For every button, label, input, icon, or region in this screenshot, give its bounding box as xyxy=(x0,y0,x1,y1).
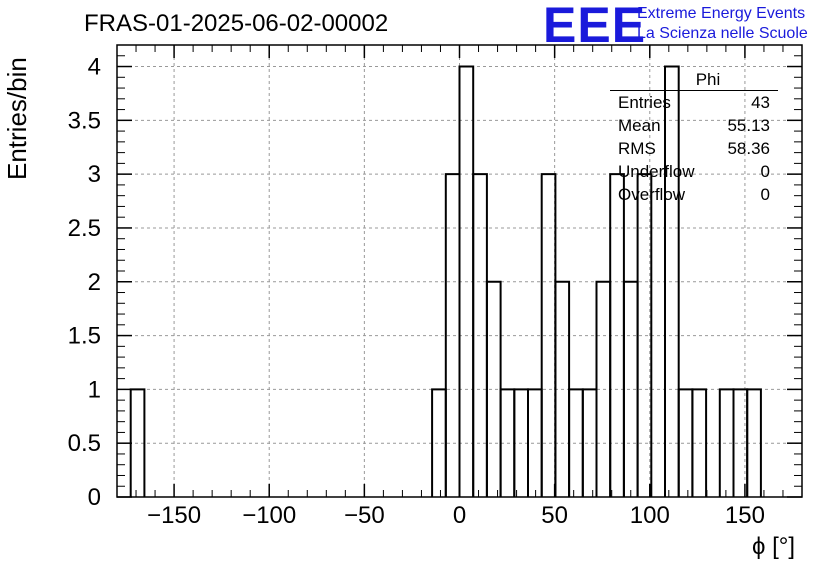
logo-caption-line2: La Scienza nelle Scuole xyxy=(637,25,808,42)
y-tick-label: 2 xyxy=(88,269,101,296)
stats-box-rule xyxy=(610,90,778,91)
logo-caption: Extreme Energy Events La Scienza nelle S… xyxy=(637,4,808,44)
x-tick-label: 150 xyxy=(725,502,765,529)
histogram-bin xyxy=(636,173,653,497)
stats-value: 58.36 xyxy=(727,139,770,158)
stats-key: RMS xyxy=(618,139,656,158)
y-tick-label: 1 xyxy=(88,376,101,403)
stats-value: 0 xyxy=(760,185,770,204)
chart-title: FRAS-01-2025-06-02-00002 xyxy=(84,10,389,37)
x-tick-label: 100 xyxy=(630,502,670,529)
stats-row-overflow: Overflow 0 xyxy=(618,185,770,207)
stats-value: 0 xyxy=(760,162,770,181)
logo-caption-line1: Extreme Energy Events xyxy=(637,5,806,22)
stats-row-mean: Mean 55.13 xyxy=(618,116,770,138)
x-tick-label: 50 xyxy=(541,502,568,529)
stats-value: 55.13 xyxy=(727,116,770,135)
stats-value: 43 xyxy=(751,93,770,112)
eee-logo: EEE xyxy=(543,0,647,53)
y-tick-label: 3.5 xyxy=(68,107,101,134)
histogram-bin xyxy=(746,388,762,497)
histogram-bin xyxy=(664,65,680,497)
y-axis-label: Entries/bin xyxy=(2,57,32,180)
stats-key: Underflow xyxy=(618,162,695,181)
stats-row-entries: Entries 43 xyxy=(618,93,770,115)
histogram-bin xyxy=(691,388,708,497)
axes: −150 −100 −50 0 50 100 150 0 0.5 1 1.5 2 2.5 3 3.5 4 xyxy=(68,44,803,529)
y-tick-label: 4 xyxy=(88,54,101,81)
stats-row-underflow: Underflow 0 xyxy=(618,162,770,184)
histogram-outline xyxy=(129,65,762,497)
stats-box: Phi Entries 43 Mean 55.13 RMS 58.36 Unde… xyxy=(610,70,778,210)
x-axis-label: ϕ [°] xyxy=(752,533,796,560)
stats-key: Entries xyxy=(618,93,671,112)
stats-box-title: Phi xyxy=(695,70,721,89)
x-tick-label: −150 xyxy=(147,502,201,529)
histogram-bin xyxy=(677,388,694,497)
x-tick-label: 0 xyxy=(453,502,466,529)
y-tick-label: 0.5 xyxy=(68,430,101,457)
y-tick-label: 2.5 xyxy=(68,215,101,242)
x-tick-label: −100 xyxy=(242,502,296,529)
y-tick-label: 0 xyxy=(88,484,101,511)
histogram-bin xyxy=(581,388,598,497)
y-tick-label: 1.5 xyxy=(68,323,101,350)
y-tick-label: 3 xyxy=(88,161,101,188)
stats-row-rms: RMS 58.36 xyxy=(618,139,770,161)
x-tick-label: −50 xyxy=(344,502,385,529)
histogram-bin xyxy=(485,280,502,497)
stats-key: Mean xyxy=(618,116,661,135)
stats-key: Overflow xyxy=(618,185,686,204)
